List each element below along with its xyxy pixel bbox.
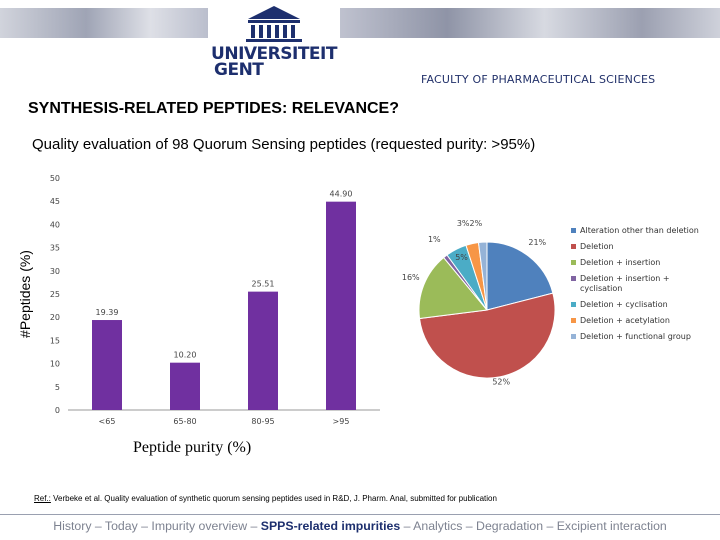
legend-label: Deletion + cyclisation bbox=[580, 300, 668, 309]
legend-item: Deletion + insertion + cyclisation bbox=[571, 274, 701, 294]
pie-slice bbox=[477, 241, 488, 311]
legend-swatch bbox=[571, 260, 576, 265]
bar-value-label: 19.39 bbox=[96, 308, 119, 317]
y-tick-label: 10 bbox=[50, 360, 60, 369]
university-logo: UNIVERSITEIT GENT bbox=[208, 0, 340, 90]
legend-label: Deletion bbox=[580, 242, 614, 251]
legend-label: Deletion + insertion + cyclisation bbox=[580, 274, 670, 293]
university-name-line1: UNIVERSITEIT bbox=[211, 44, 337, 64]
y-tick-label: 30 bbox=[50, 267, 60, 276]
footer-nav: History – Today – Impurity overview – SP… bbox=[0, 514, 720, 540]
banner-photo-right bbox=[330, 8, 720, 38]
banner-photo-left bbox=[0, 8, 215, 38]
faculty-name: FACULTY OF PHARMACEUTICAL SCIENCES bbox=[421, 73, 656, 86]
slide-subtitle: Quality evaluation of 98 Quorum Sensing … bbox=[32, 136, 536, 153]
pie-chart: 21% 52% 16% 1% 5% 3%2% bbox=[402, 219, 556, 387]
x-axis-label: Peptide purity (%) bbox=[133, 439, 251, 456]
y-tick-label: 25 bbox=[50, 290, 60, 299]
x-tick-label: >95 bbox=[333, 417, 350, 426]
legend-item: Deletion + cyclisation bbox=[571, 300, 701, 310]
pie-slice-label: 52% bbox=[492, 378, 510, 387]
y-tick-label: 40 bbox=[50, 220, 60, 229]
header-banner: UNIVERSITEIT GENT FACULTY OF PHARMACEUTI… bbox=[0, 0, 720, 100]
y-tick-label: 0 bbox=[55, 406, 60, 415]
bar-value-label: 10.20 bbox=[174, 351, 197, 360]
nav-after: – Analytics – Degradation – Excipient in… bbox=[400, 519, 667, 533]
pie-slice bbox=[486, 241, 554, 311]
bar-value-label: 44.90 bbox=[330, 190, 353, 199]
pie-slice-label: 1% bbox=[428, 235, 441, 244]
y-tick-label: 45 bbox=[50, 197, 60, 206]
bar bbox=[170, 362, 200, 410]
slide-title: SYNTHESIS-RELATED PEPTIDES: RELEVANCE? bbox=[28, 100, 399, 117]
legend-label: Deletion + functional group bbox=[580, 332, 691, 341]
y-tick-label: 20 bbox=[50, 313, 60, 322]
reference: Ref.: Verbeke et al. Quality evaluation … bbox=[34, 494, 497, 503]
legend-item: Deletion bbox=[571, 242, 701, 252]
bar bbox=[92, 320, 122, 410]
nav-before: History – Today – Impurity overview – bbox=[53, 519, 261, 533]
legend-swatch bbox=[571, 302, 576, 307]
legend-swatch bbox=[571, 228, 576, 233]
legend-swatch bbox=[571, 244, 576, 249]
pie-slice-label: 16% bbox=[402, 273, 420, 282]
reference-text: Verbeke et al. Quality evaluation of syn… bbox=[50, 494, 497, 503]
legend-item: Deletion + functional group bbox=[571, 332, 701, 342]
legend-swatch bbox=[571, 276, 576, 281]
bar-chart: 0 5 10 15 20 25 30 35 40 45 50 #Peptides (%) Peptide… bbox=[17, 174, 380, 456]
pie-slice bbox=[418, 256, 488, 320]
y-tick-label: 15 bbox=[50, 336, 60, 345]
university-name-line2: GENT bbox=[214, 60, 264, 80]
y-tick-label: 50 bbox=[50, 174, 60, 183]
x-tick-label: 65-80 bbox=[173, 417, 196, 426]
bar bbox=[326, 201, 356, 410]
legend-item: Alteration other than deletion bbox=[571, 226, 701, 236]
pie-slice-label: 21% bbox=[528, 238, 546, 247]
legend-swatch bbox=[571, 318, 576, 323]
legend-item: Deletion + acetylation bbox=[571, 316, 701, 326]
bar-value-label: 25.51 bbox=[252, 280, 275, 289]
legend-label: Deletion + acetylation bbox=[580, 316, 670, 325]
y-tick-label: 35 bbox=[50, 244, 60, 253]
y-tick-label: 5 bbox=[55, 383, 60, 392]
legend-swatch bbox=[571, 334, 576, 339]
building-icon bbox=[246, 6, 302, 42]
x-tick-label: <65 bbox=[99, 417, 116, 426]
reference-label: Ref.: bbox=[34, 494, 51, 503]
pie-slice-label: 5% bbox=[455, 253, 468, 262]
x-tick-label: 80-95 bbox=[251, 417, 274, 426]
nav-current: SPPS-related impurities bbox=[260, 519, 401, 533]
bar bbox=[248, 291, 278, 410]
y-axis-label: #Peptides (%) bbox=[17, 250, 33, 338]
legend-label: Alteration other than deletion bbox=[580, 226, 699, 235]
pie-combined-label: 3%2% bbox=[457, 219, 483, 228]
legend-label: Deletion + insertion bbox=[580, 258, 661, 267]
legend-item: Deletion + insertion bbox=[571, 258, 701, 268]
pie-legend: Alteration other than deletion Deletion De… bbox=[571, 226, 701, 348]
